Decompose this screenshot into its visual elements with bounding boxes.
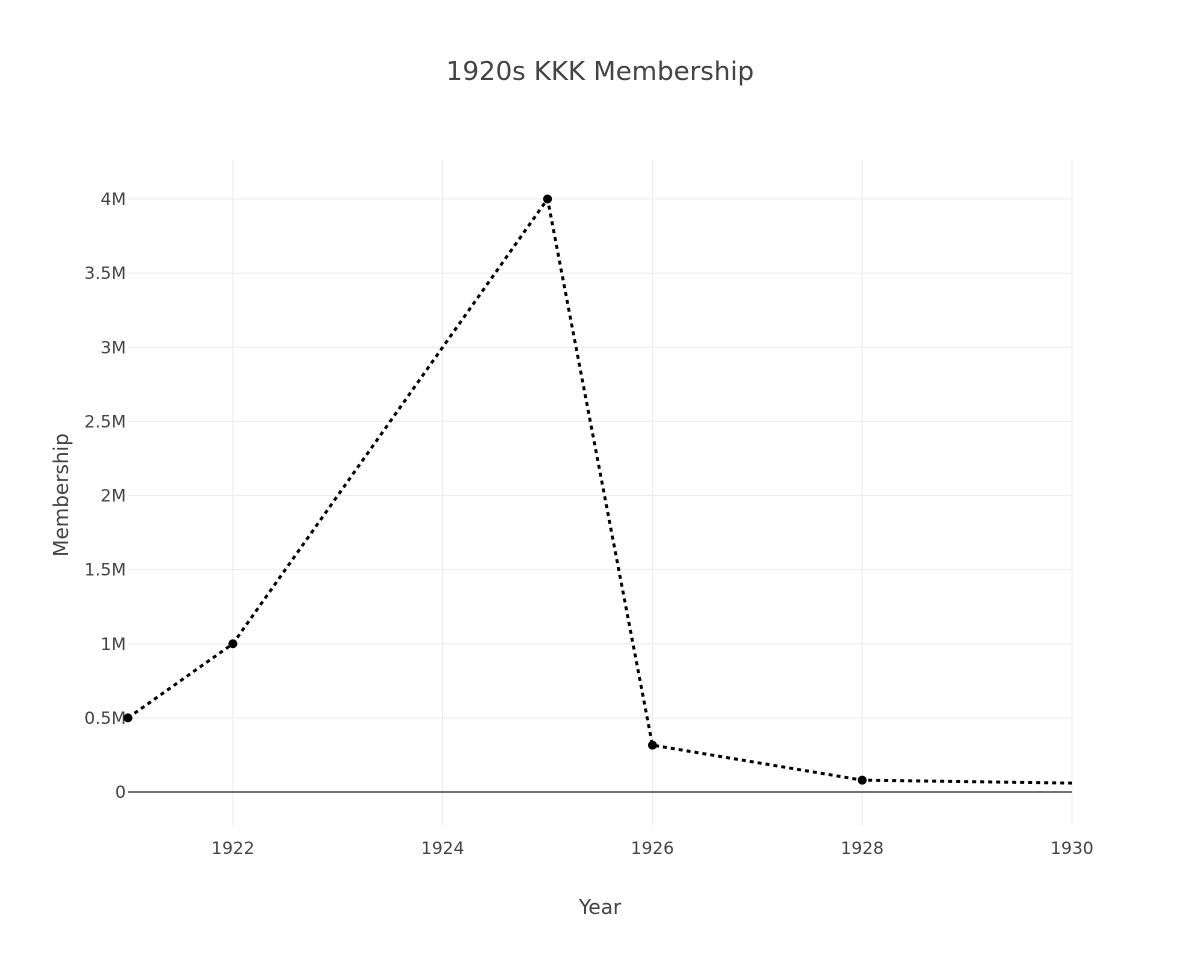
axes: 1922 1924 1926 1928 1930 0 0.5M 1M 1.5M 2M 2.5M 3M 3…: [84, 190, 1093, 859]
data-point[interactable]: [647, 740, 657, 750]
y-tick-label: 4M: [101, 190, 126, 210]
chart-title: 1920s KKK Membership: [446, 57, 754, 87]
y-tick-label: 0: [115, 783, 126, 803]
y-tick-label: 3M: [101, 338, 126, 358]
x-axis-title: Year: [578, 895, 622, 919]
data-point[interactable]: [857, 775, 867, 785]
y-axis-title: Membership: [49, 433, 73, 557]
grid: [128, 160, 1073, 825]
x-tick-label: 1928: [841, 839, 884, 859]
y-tick-label: 0.5M: [84, 709, 126, 729]
y-tick-label: 1M: [101, 635, 126, 655]
y-tick-label: 1.5M: [84, 561, 126, 581]
x-tick-label: 1930: [1050, 839, 1093, 859]
x-tick-label: 1926: [631, 839, 674, 859]
data-point[interactable]: [543, 194, 553, 204]
y-tick-label: 2M: [101, 487, 126, 507]
data-point[interactable]: [123, 713, 133, 723]
y-tick-label: 3.5M: [84, 264, 126, 284]
y-tick-label: 2.5M: [84, 412, 126, 432]
x-tick-label: 1924: [421, 839, 464, 859]
x-tick-label: 1922: [211, 839, 254, 859]
series-line: [127, 195, 1073, 785]
series: [123, 194, 1073, 785]
data-point[interactable]: [228, 639, 238, 649]
